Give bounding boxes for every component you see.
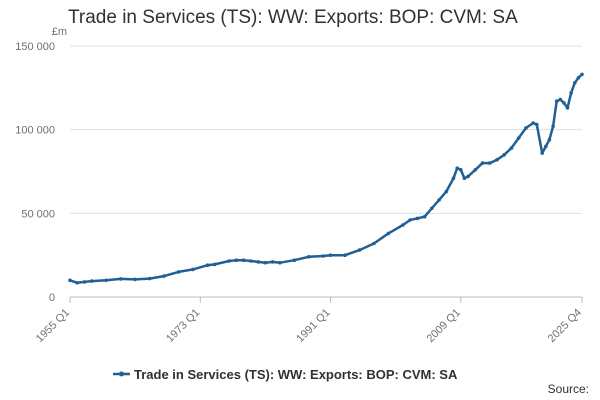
- data-point: [343, 253, 347, 257]
- data-point: [321, 254, 326, 258]
- data-point: [292, 258, 297, 263]
- legend-swatch-marker: [119, 371, 124, 377]
- data-point: [133, 277, 137, 282]
- data-point: [451, 176, 456, 180]
- data-point: [502, 153, 507, 157]
- data-point: [227, 259, 231, 263]
- y-axis-ticks: 0 50 000 100 000 150 000: [15, 41, 55, 304]
- data-point: [547, 137, 552, 142]
- data-point: [415, 216, 420, 221]
- y-tick-label: 0: [49, 292, 55, 304]
- data-point: [565, 106, 570, 110]
- x-axis-ticks: 1955 Q1 1973 Q1 1991 Q1 2009 Q1 2025 Q4: [34, 297, 584, 345]
- y-axis-unit-label: £m: [52, 26, 67, 38]
- data-point: [509, 146, 514, 150]
- data-point: [234, 258, 239, 263]
- data-point: [256, 260, 261, 264]
- data-point: [75, 281, 79, 285]
- data-point: [162, 274, 166, 278]
- data-point: [307, 254, 311, 259]
- data-point: [422, 214, 427, 219]
- data-point: [535, 122, 539, 127]
- data-point: [473, 168, 478, 172]
- data-point: [462, 176, 467, 180]
- grid-lines: [70, 45, 582, 214]
- data-point: [430, 206, 434, 211]
- data-point: [241, 258, 246, 263]
- data-point: [551, 124, 555, 129]
- chart-title: Trade in Services (TS): WW: Exports: BOP…: [68, 7, 518, 28]
- data-point: [104, 278, 108, 283]
- data-point: [562, 101, 566, 105]
- data-point: [554, 99, 559, 103]
- data-point: [459, 168, 463, 172]
- data-point: [82, 280, 87, 284]
- data-point: [328, 253, 333, 257]
- data-point: [386, 231, 391, 236]
- data-point: [573, 81, 577, 85]
- data-point: [357, 248, 362, 252]
- legend[interactable]: Trade in Services (TS): WW: Exports: BOP…: [113, 367, 458, 382]
- data-point: [495, 158, 499, 162]
- data-point: [372, 241, 376, 246]
- y-tick-label: 50 000: [21, 208, 55, 220]
- series-line: [68, 73, 584, 285]
- data-point: [89, 279, 94, 283]
- data-point: [576, 76, 581, 80]
- data-point: [408, 218, 412, 222]
- data-point: [263, 260, 268, 265]
- y-tick-label: 100 000: [15, 125, 55, 137]
- data-point: [68, 278, 72, 283]
- data-point: [205, 263, 210, 268]
- data-point: [466, 174, 470, 179]
- data-point: [191, 267, 195, 272]
- x-tick-label: 1991 Q1: [294, 307, 332, 345]
- data-point: [118, 277, 123, 281]
- data-point: [487, 161, 492, 165]
- data-point: [540, 151, 544, 155]
- x-tick-label: 1973 Q1: [164, 307, 202, 345]
- x-tick-label: 2009 Q1: [425, 307, 463, 345]
- data-point: [270, 260, 275, 264]
- data-point: [401, 223, 405, 227]
- data-point: [444, 189, 449, 194]
- data-point: [455, 166, 460, 170]
- data-point: [544, 144, 548, 149]
- data-point: [524, 126, 528, 130]
- data-point: [569, 91, 573, 95]
- x-tick-label: 2025 Q4: [546, 307, 584, 345]
- legend-label: Trade in Services (TS): WW: Exports: BOP…: [134, 367, 458, 382]
- x-tick-label: 1955 Q1: [34, 307, 72, 345]
- data-point: [278, 260, 282, 265]
- data-point: [516, 136, 521, 140]
- data-point: [212, 262, 217, 267]
- data-point: [176, 270, 181, 274]
- data-point: [558, 97, 563, 102]
- data-point: [249, 259, 253, 263]
- data-point: [437, 198, 441, 202]
- y-tick-label: 150 000: [15, 41, 55, 53]
- data-point: [147, 276, 152, 281]
- source-label: Source:: [548, 382, 589, 396]
- data-point: [531, 121, 535, 125]
- data-point: [580, 72, 584, 77]
- series-layer: [68, 72, 584, 285]
- data-point: [480, 161, 485, 165]
